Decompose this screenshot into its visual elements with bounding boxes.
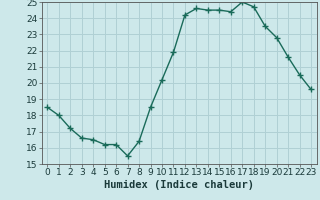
X-axis label: Humidex (Indice chaleur): Humidex (Indice chaleur) — [104, 180, 254, 190]
